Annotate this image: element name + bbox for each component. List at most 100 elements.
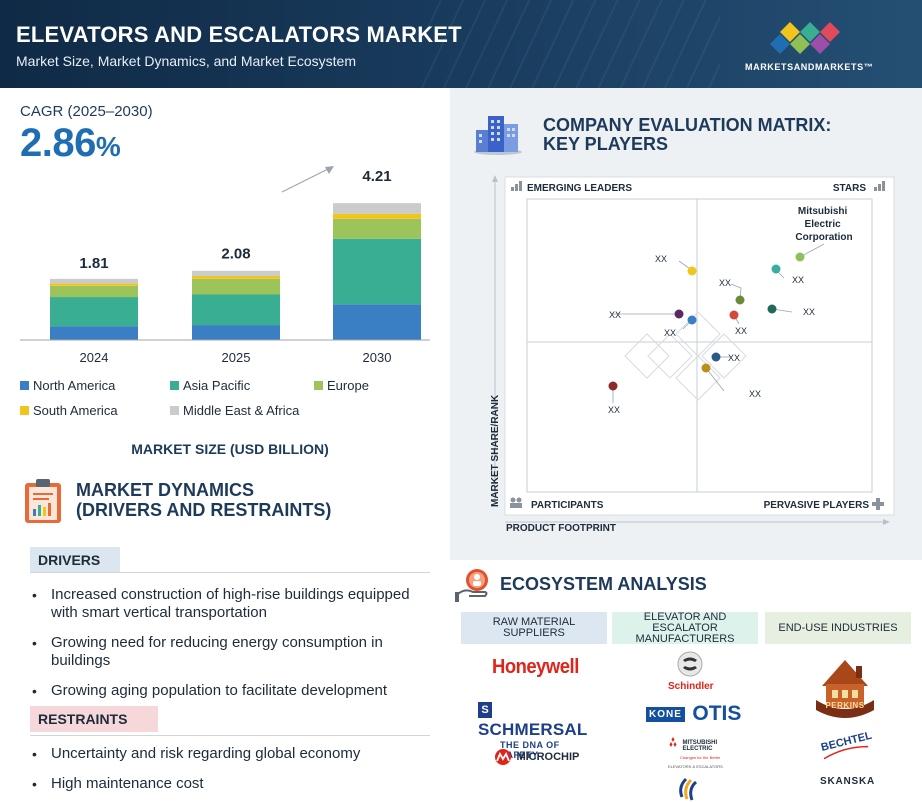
point-labels: XX XX XX XX XX XX XX XX XX XX (608, 254, 815, 415)
schindler-logo: Schindler (668, 651, 714, 692)
legend-item: Asia Pacific (170, 378, 250, 393)
matrix-points (608, 252, 805, 391)
page-title: ELEVATORS AND ESCALATORS MARKET (16, 22, 462, 47)
company-point (701, 363, 711, 373)
logo-wordmark: MARKETSANDMARKETS™ (745, 62, 874, 72)
bar-segment (50, 297, 138, 327)
honeywell-logo: Honeywell (492, 656, 579, 678)
evaluation-matrix-title-line1: COMPANY EVALUATION MATRIX: (543, 115, 832, 135)
participants-icon (510, 497, 522, 508)
legend-item: Middle East & Africa (170, 403, 299, 418)
bar-segment (50, 326, 138, 340)
point-label: XX (719, 278, 731, 288)
cagr-label: CAGR (2025–2030) (20, 103, 153, 120)
clipboard-icon (25, 479, 61, 523)
company-point (735, 295, 745, 305)
raw-materials-header: RAW MATERIAL SUPPLIERS (461, 612, 607, 644)
point-label: XX (728, 353, 740, 363)
manufacturers-label: ELEVATOR AND ESCALATOR MANUFACTURERS (635, 610, 735, 645)
legend-swatch (20, 381, 29, 390)
market-dynamics-title-line2: (DRIVERS AND RESTRAINTS) (76, 500, 332, 520)
company-label-line: Corporation (795, 232, 852, 243)
company-label-line: Electric (805, 219, 842, 230)
bar-segment (333, 238, 421, 305)
evaluation-matrix-title: COMPANY EVALUATION MATRIX: KEY PLAYERS (543, 116, 831, 154)
quadrant-stars: STARS (833, 183, 866, 194)
company-point (795, 252, 805, 262)
driver-item: Growing aging population to facilitate d… (32, 682, 432, 700)
header-decoration (420, 0, 720, 88)
mitsubishi-tagline: Changes for the Better (680, 755, 721, 760)
driver-item: Growing need for reducing energy consump… (32, 634, 432, 670)
quadrant-emerging-leaders: EMERGING LEADERS (527, 183, 632, 194)
company-point (687, 266, 697, 276)
evaluation-matrix: MARKET SHARE/RANK PRODUCT FOOTPRINT EMER… (490, 175, 895, 532)
point-label: XX (749, 389, 761, 399)
stars-icon (874, 181, 885, 191)
legend-item: North America (20, 378, 115, 393)
company-point (771, 264, 781, 274)
company-point (729, 310, 739, 320)
legend-swatch (314, 381, 323, 390)
market-dynamics-title: MARKET DYNAMICS (DRIVERS AND RESTRAINTS) (76, 480, 331, 520)
schmersal-logo: S SCHMERSAL THE DNA OF SAFETY (478, 702, 598, 760)
company-label-mitsubishi: Mitsubishi Electric Corporation (795, 206, 852, 243)
bar-segment (50, 285, 138, 298)
bar-segment (50, 278, 138, 284)
evaluation-matrix-title-line2: KEY PLAYERS (543, 134, 669, 154)
mitsubishi-subline: ELEVATORS & ESCALATORS (668, 764, 723, 769)
x-axis-arrow-icon (883, 519, 890, 525)
legend-swatch (170, 406, 179, 415)
point-label: XX (655, 254, 667, 264)
bar-total-label: 1.81 (79, 255, 108, 272)
microchip-logo: MICROCHIP (494, 748, 579, 766)
point-label: XX (803, 307, 815, 317)
cagr-number: 2.86 (20, 121, 96, 165)
bar-total-label: 2.08 (221, 245, 250, 262)
buildings-icon (474, 116, 522, 155)
bar-segment (192, 275, 280, 279)
legend-item: South America (20, 403, 118, 418)
mitsubishi-diamonds-icon (669, 737, 677, 747)
category-tick-label: 2025 (222, 350, 251, 365)
drivers-divider (30, 572, 430, 573)
restraints-divider (30, 735, 430, 736)
bar-segment (192, 294, 280, 326)
emerging-icon (511, 181, 522, 191)
schmersal-tagline: THE DNA OF SAFETY (500, 740, 560, 760)
perkins-wordmark: PERKINS (825, 701, 865, 710)
legend-label: Europe (327, 378, 369, 393)
driver-item: Increased construction of high-rise buil… (32, 586, 432, 622)
marketsandmarkets-logo-icon (770, 22, 840, 54)
otis-wordmark: OTIS (692, 702, 742, 725)
y-axis-arrow-icon (492, 175, 498, 182)
point-label: XX (608, 405, 620, 415)
company-label-line: Mitsubishi (798, 206, 848, 217)
quadrant-participants: PARTICIPANTS (531, 500, 604, 511)
microchip-wordmark: MICROCHIP (516, 750, 580, 763)
restraints-tag: RESTRAINTS (30, 706, 158, 732)
restraint-item: Uncertainty and risk regarding global ec… (32, 745, 432, 763)
bar-segment (333, 304, 421, 340)
matrix-inner-frame (526, 198, 873, 493)
growth-arrow-icon (325, 166, 334, 174)
drivers-tag: DRIVERS (30, 547, 120, 573)
header-banner: ELEVATORS AND ESCALATORS MARKET Market S… (0, 0, 922, 88)
bechtel-logo: BECHTEL (820, 730, 875, 760)
legend-swatch (170, 381, 179, 390)
microchip-mark-icon (495, 748, 511, 765)
bar-segment (50, 283, 138, 286)
perkins-house-icon (816, 660, 874, 718)
schmersal-mark-icon: S (478, 702, 492, 718)
restraint-item: High maintenance cost (32, 775, 432, 793)
skanska-logo: SKANSKA (820, 776, 876, 787)
perkins-logo: PERKINS (812, 658, 878, 722)
company-point (687, 315, 697, 325)
raw-materials-label: RAW MATERIAL SUPPLIERS (492, 616, 576, 639)
market-dynamics-title-line1: MARKET DYNAMICS (76, 480, 254, 500)
category-tick-label: 2030 (363, 350, 392, 365)
kone-wordmark: KONE (646, 706, 685, 722)
point-label: XX (735, 326, 747, 336)
category-tick-label: 2024 (80, 350, 109, 365)
bechtel-swoosh-icon (823, 745, 869, 760)
